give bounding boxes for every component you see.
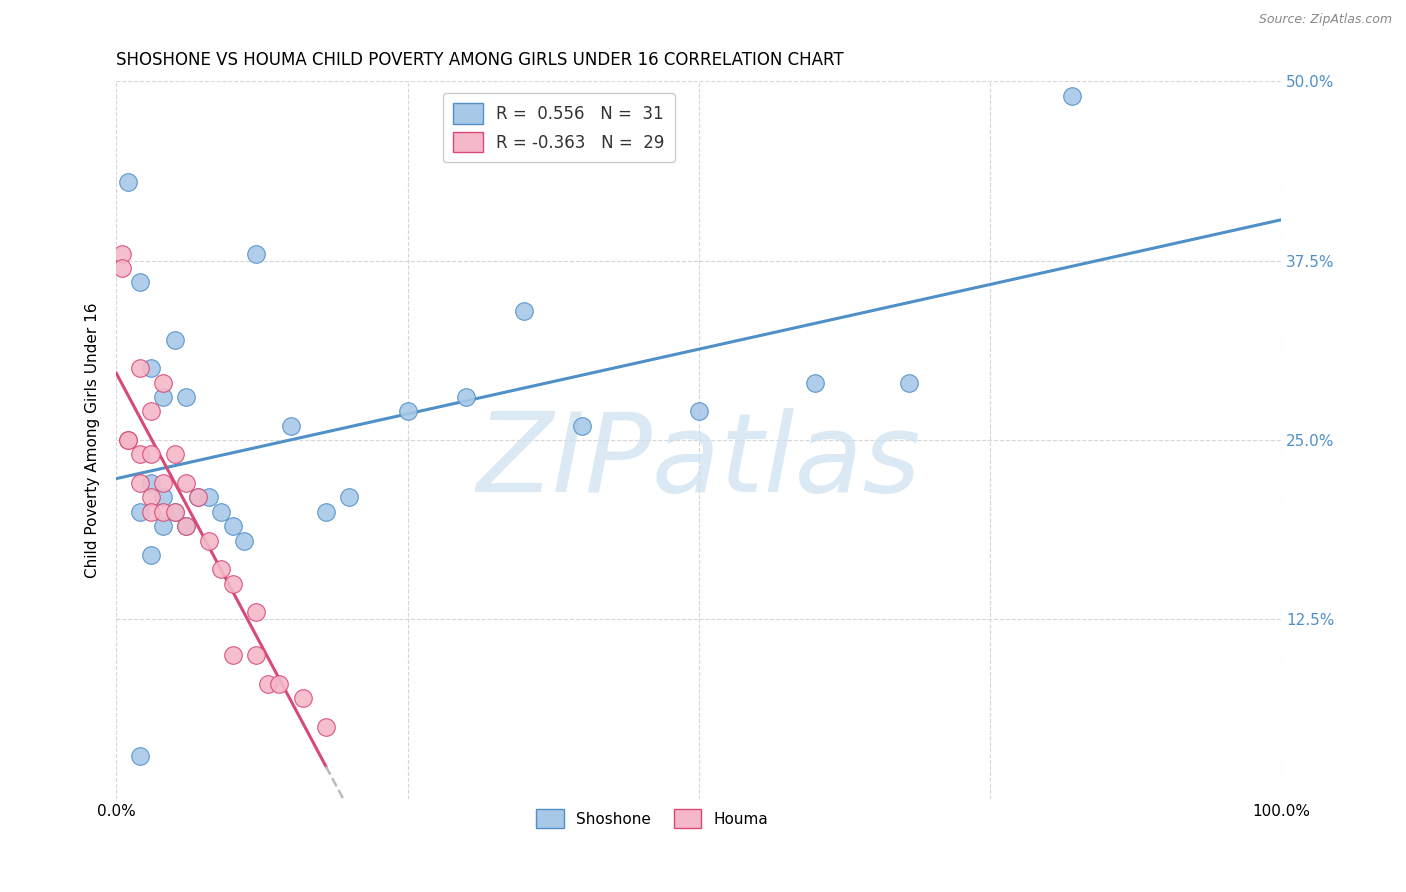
Point [117,175,139,189]
Point [396,404,419,418]
Point [163,505,186,519]
Point [222,648,245,663]
Point [152,376,174,390]
Point [141,447,163,461]
Point [141,548,163,562]
Point [152,390,174,404]
Point [315,720,337,734]
Point [152,476,174,491]
Point [163,505,186,519]
Point [174,519,197,533]
Point [222,576,245,591]
Point [897,376,920,390]
Point [571,418,593,433]
Point [117,433,139,447]
Point [513,304,536,318]
Point [128,361,150,376]
Y-axis label: Child Poverty Among Girls Under 16: Child Poverty Among Girls Under 16 [86,302,100,578]
Point [117,433,139,447]
Text: SHOSHONE VS HOUMA CHILD POVERTY AMONG GIRLS UNDER 16 CORRELATION CHART: SHOSHONE VS HOUMA CHILD POVERTY AMONG GI… [117,51,844,69]
Point [128,505,150,519]
Point [163,447,186,461]
Point [187,491,209,505]
Point [141,491,163,505]
Point [256,677,278,691]
Point [337,491,360,505]
Text: Source: ZipAtlas.com: Source: ZipAtlas.com [1258,13,1392,27]
Point [454,390,477,404]
Legend: Shoshone, Houma: Shoshone, Houma [530,804,775,834]
Point [315,505,337,519]
Point [269,677,291,691]
Point [141,404,163,418]
Point [291,691,314,706]
Point [280,418,302,433]
Point [222,519,245,533]
Point [233,533,256,548]
Point [152,519,174,533]
Point [187,491,209,505]
Point [141,476,163,491]
Point [174,519,197,533]
Point [209,562,232,576]
Point [111,246,134,260]
Point [128,748,150,763]
Point [245,246,267,260]
Point [245,648,267,663]
Point [152,505,174,519]
Point [1060,88,1083,103]
Point [163,333,186,347]
Point [141,505,163,519]
Point [198,533,221,548]
Point [198,491,221,505]
Point [804,376,827,390]
Text: ZIPatlas: ZIPatlas [477,409,921,515]
Point [128,447,150,461]
Point [209,505,232,519]
Point [688,404,710,418]
Point [111,260,134,275]
Point [174,476,197,491]
Point [128,476,150,491]
Point [128,275,150,289]
Point [174,390,197,404]
Point [141,361,163,376]
Point [152,491,174,505]
Point [245,605,267,619]
